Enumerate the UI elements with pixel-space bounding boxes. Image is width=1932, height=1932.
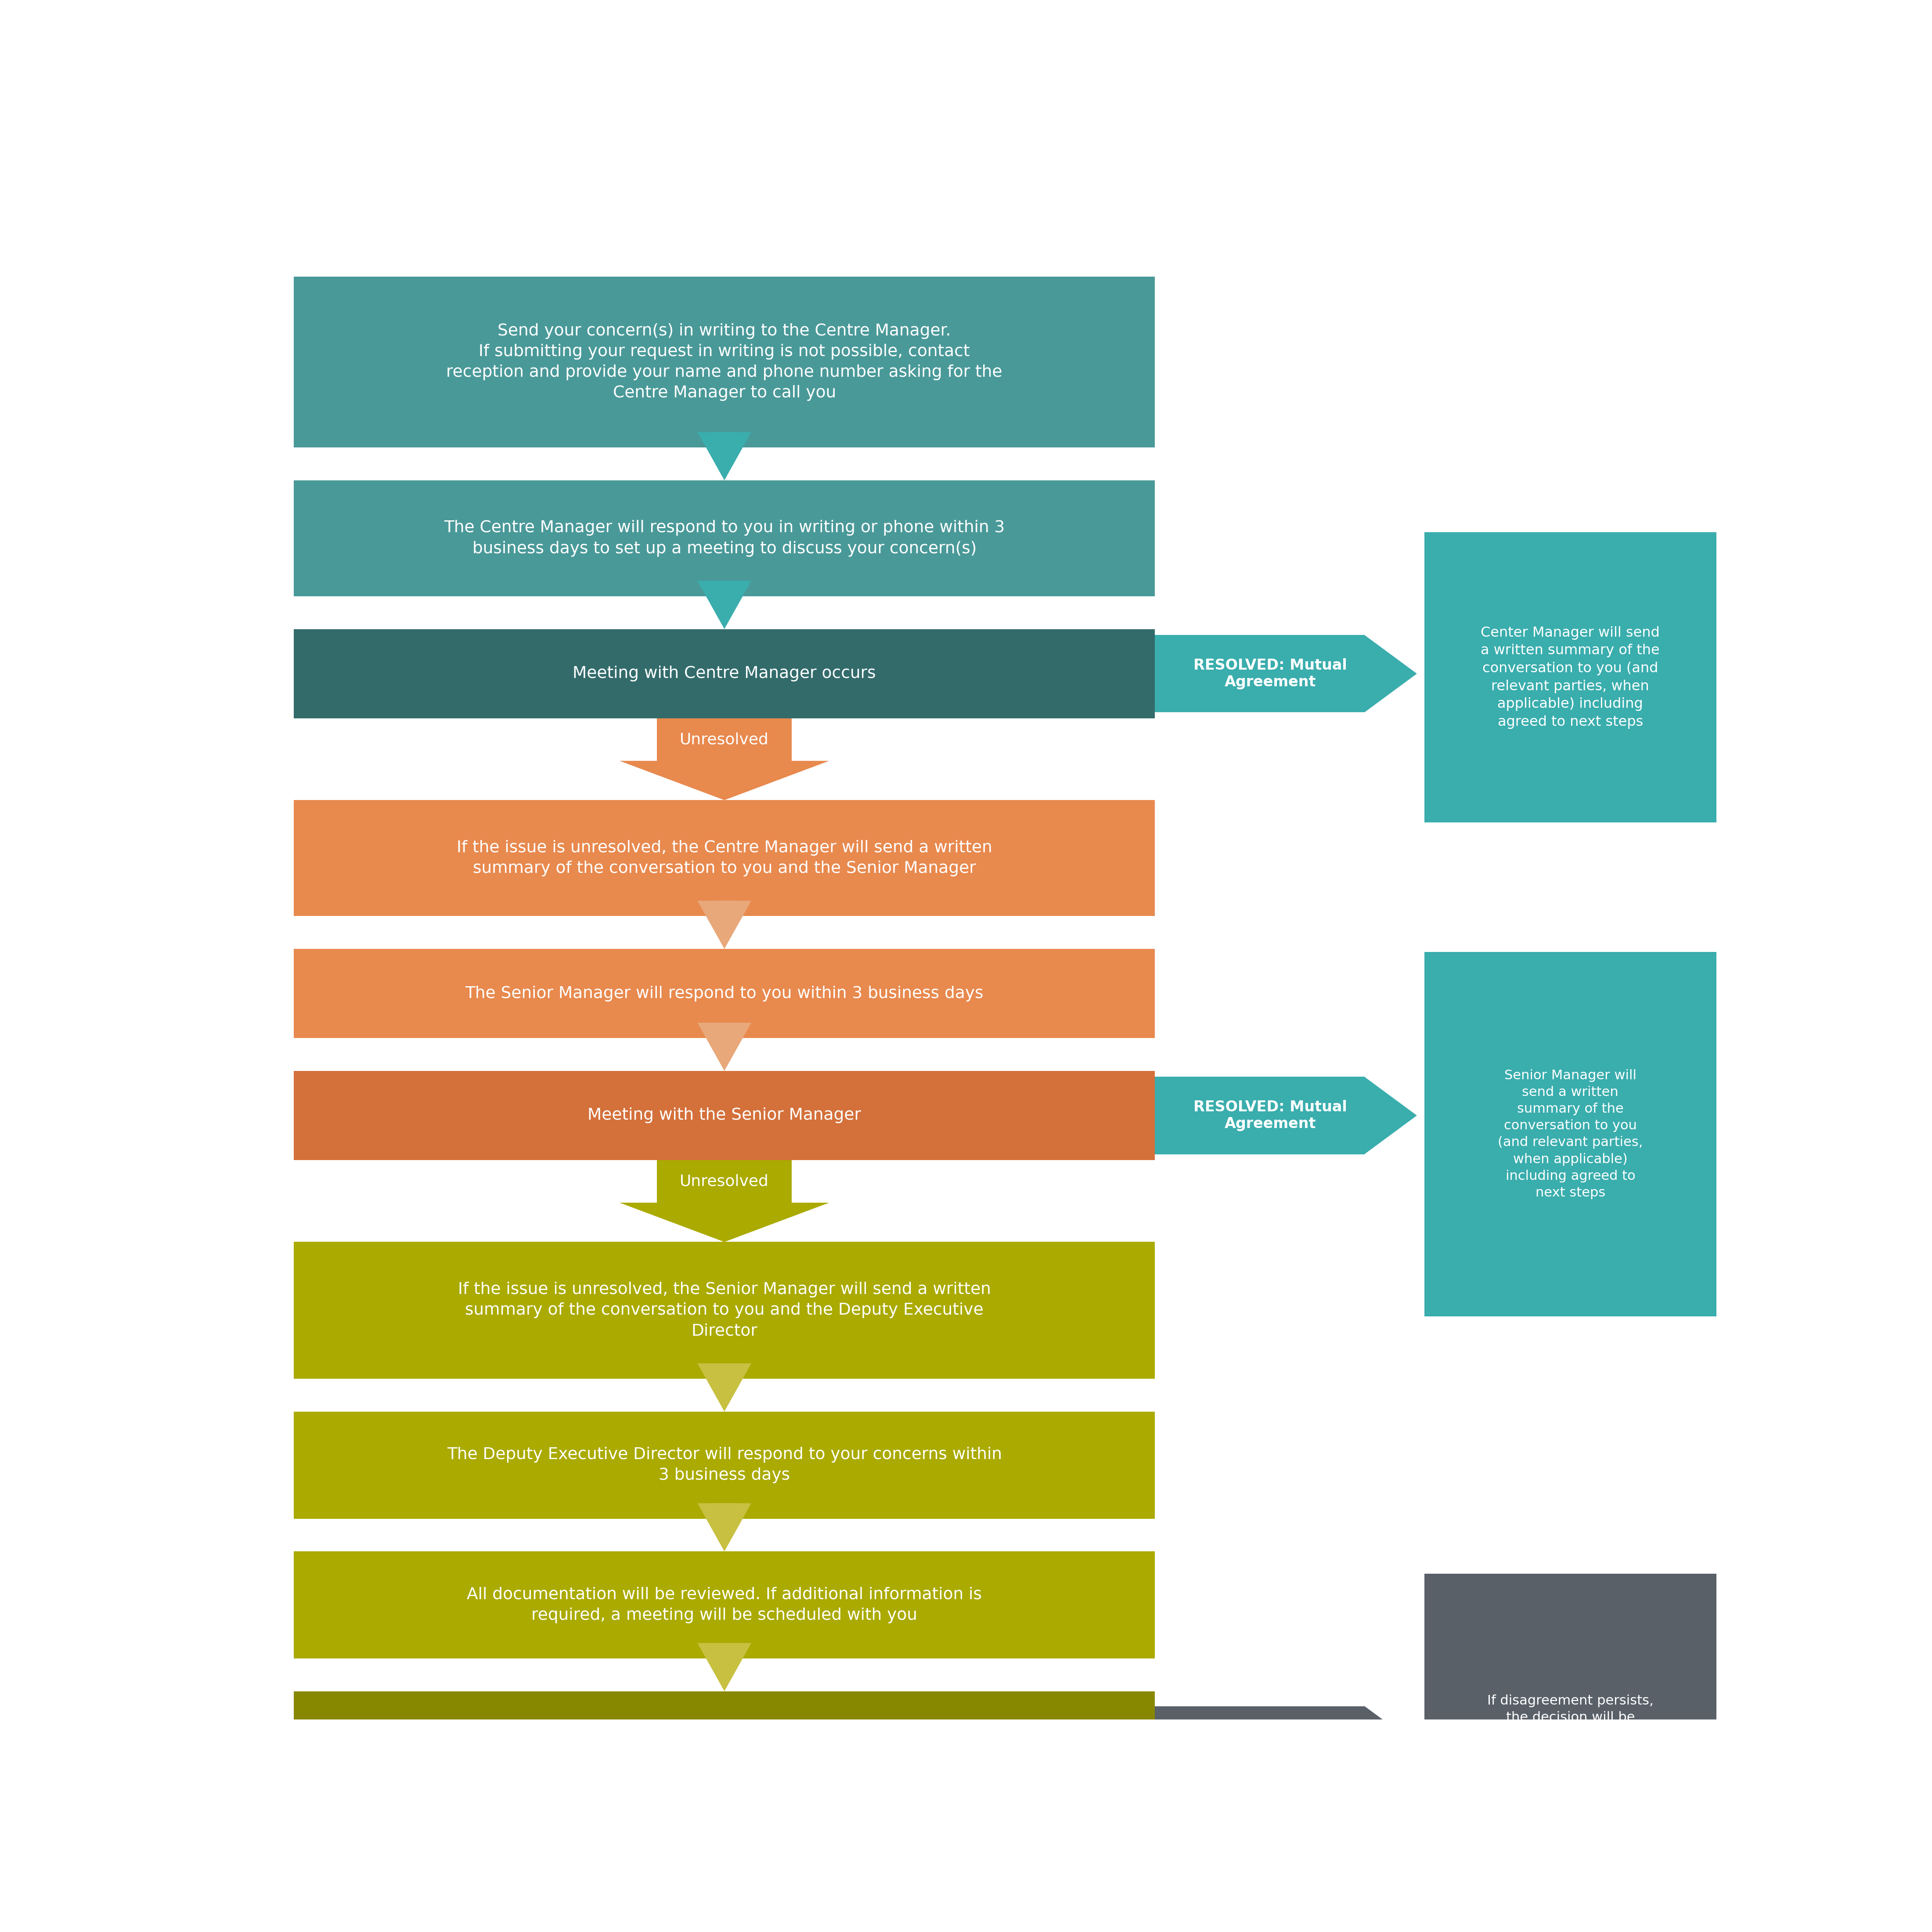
- Polygon shape: [657, 719, 792, 761]
- Polygon shape: [697, 1503, 752, 1551]
- FancyBboxPatch shape: [294, 949, 1155, 1037]
- FancyBboxPatch shape: [294, 1551, 1155, 1658]
- FancyBboxPatch shape: [1424, 533, 1716, 823]
- Text: The Centre Manager will respond to you in writing or phone within 3
business day: The Centre Manager will respond to you i…: [444, 520, 1005, 556]
- Polygon shape: [697, 1364, 752, 1412]
- Polygon shape: [715, 1022, 734, 1037]
- Polygon shape: [1364, 636, 1416, 713]
- Polygon shape: [1155, 1076, 1364, 1153]
- Text: RESOLVED: Mutual
Agreement: RESOLVED: Mutual Agreement: [1194, 659, 1347, 690]
- Text: Unresolved: Unresolved: [680, 1175, 769, 1188]
- Text: Center Manager will send
a written summary of the
conversation to you (and
relev: Center Manager will send a written summa…: [1480, 626, 1660, 728]
- FancyBboxPatch shape: [294, 1070, 1155, 1159]
- Polygon shape: [715, 433, 734, 448]
- Text: If the issue is unresolved, the Senior Manager will send a written
summary of th: If the issue is unresolved, the Senior M…: [458, 1281, 991, 1339]
- Polygon shape: [620, 761, 829, 800]
- Text: If the issue is unresolved, the Centre Manager will send a written
summary of th: If the issue is unresolved, the Centre M…: [456, 840, 993, 877]
- Text: Meeting with Centre Manager occurs: Meeting with Centre Manager occurs: [572, 667, 875, 682]
- Polygon shape: [657, 1159, 792, 1204]
- Text: Disagreement persists:
Neutral third party reviewer: Disagreement persists: Neutral third par…: [1163, 1731, 1378, 1758]
- Polygon shape: [1364, 1076, 1416, 1153]
- Text: Send your concern(s) in writing to the Centre Manager.
If submitting your reques: Send your concern(s) in writing to the C…: [446, 323, 1003, 402]
- Polygon shape: [715, 900, 734, 916]
- FancyBboxPatch shape: [294, 276, 1155, 448]
- Polygon shape: [1155, 1706, 1364, 1783]
- FancyBboxPatch shape: [294, 1412, 1155, 1519]
- Polygon shape: [620, 1204, 829, 1242]
- Polygon shape: [715, 582, 734, 597]
- Polygon shape: [715, 1503, 734, 1519]
- Polygon shape: [697, 1022, 752, 1070]
- Polygon shape: [1364, 1706, 1416, 1783]
- Text: The Deputy Executive Director will respond to your concerns within
3 business da: The Deputy Executive Director will respo…: [446, 1447, 1003, 1484]
- FancyBboxPatch shape: [294, 800, 1155, 916]
- Text: RESOLVED: Mutual
Agreement: RESOLVED: Mutual Agreement: [1194, 1099, 1347, 1130]
- FancyBboxPatch shape: [294, 1690, 1155, 1799]
- Text: Senior Manager will
send a written
summary of the
conversation to you
(and relev: Senior Manager will send a written summa…: [1497, 1068, 1642, 1200]
- FancyBboxPatch shape: [294, 1242, 1155, 1379]
- Text: Unresolved: Unresolved: [680, 732, 769, 748]
- FancyBboxPatch shape: [294, 481, 1155, 597]
- Polygon shape: [697, 1642, 752, 1690]
- Text: All Client-related complaints, concerns and decision-review requests are documen: All Client-related complaints, concerns …: [483, 1891, 1497, 1926]
- Text: The Senior Manager will respond to you within 3 business days: The Senior Manager will respond to you w…: [466, 985, 983, 1001]
- Polygon shape: [697, 900, 752, 949]
- Polygon shape: [1155, 636, 1364, 713]
- Polygon shape: [715, 1642, 734, 1658]
- Text: A written response/final decision will be provided to you
within 10 business day: A written response/final decision will b…: [493, 1727, 954, 1764]
- FancyBboxPatch shape: [1424, 1575, 1716, 1932]
- Text: All documentation will be reviewed. If additional information is
required, a mee: All documentation will be reviewed. If a…: [468, 1586, 981, 1623]
- FancyBboxPatch shape: [294, 630, 1155, 719]
- FancyBboxPatch shape: [269, 1855, 1712, 1932]
- Text: Meeting with the Senior Manager: Meeting with the Senior Manager: [587, 1107, 862, 1122]
- Polygon shape: [697, 433, 752, 481]
- Polygon shape: [715, 1364, 734, 1379]
- FancyBboxPatch shape: [1424, 952, 1716, 1316]
- Text: If disagreement persists,
the decision will be
reviewed by a neutral third
party: If disagreement persists, the decision w…: [1480, 1694, 1662, 1824]
- Polygon shape: [697, 582, 752, 630]
